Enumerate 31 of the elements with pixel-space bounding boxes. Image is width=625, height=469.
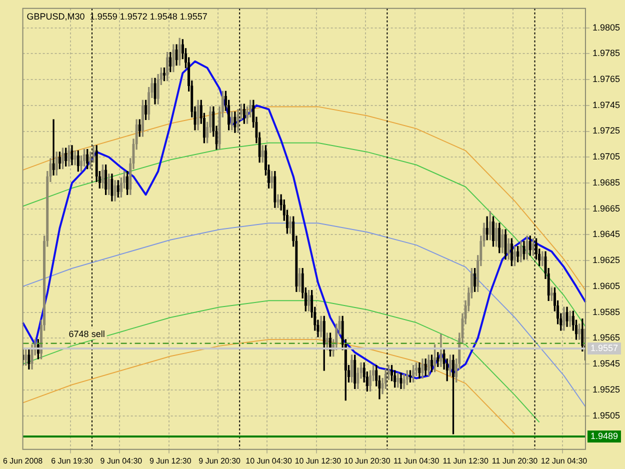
x-tick-label: 11 Jun 04:30 (394, 456, 440, 466)
x-tick-label: 6 Jun 2008 (3, 456, 44, 466)
y-tick-label: 1.9505 (592, 410, 620, 420)
x-tick-label: 10 Jun 12:30 (294, 456, 342, 466)
chart-title: GBPUSD,M30 1.9559 1.9572 1.9548 1.9557 (26, 11, 208, 22)
x-tick-label: 11 Jun 12:30 (442, 456, 489, 466)
y-tick-label: 1.9785 (592, 48, 620, 58)
ref-line-label: 6748 sell (68, 328, 105, 339)
x-tick-label: 6 Jun 19:30 (51, 456, 94, 466)
y-tick-label: 1.9565 (592, 332, 620, 343)
ref-line-label: 1.9489 (590, 430, 618, 441)
x-tick-label: 12 Jun 04:30 (540, 456, 588, 466)
y-tick-label: 1.9585 (592, 306, 620, 317)
y-tick-label: 1.9625 (592, 255, 620, 266)
y-tick-label: 1.9685 (592, 177, 620, 188)
x-tick-label: 9 Jun 04:30 (100, 456, 143, 466)
y-tick-label: 1.9605 (592, 280, 620, 291)
y-tick-label: 1.9805 (592, 22, 620, 32)
x-tick-label: 10 Jun 04:30 (246, 456, 292, 466)
y-tick-label: 1.9725 (592, 126, 620, 136)
x-tick-label: 9 Jun 12:30 (149, 456, 192, 466)
y-tick-label: 1.9545 (592, 358, 620, 369)
x-tick-label: 11 Jun 20:30 (492, 456, 538, 466)
y-tick-label: 1.9745 (592, 100, 620, 110)
y-tick-label: 1.9645 (592, 229, 620, 240)
y-tick-label: 1.9705 (592, 152, 620, 162)
y-tick-label: 1.9525 (592, 384, 620, 394)
x-tick-label: 9 Jun 20:30 (198, 456, 242, 466)
x-tick-label: 10 Jun 20:30 (344, 456, 391, 466)
y-tick-label: 1.9765 (592, 74, 620, 84)
y-tick-label: 1.9665 (592, 203, 620, 214)
